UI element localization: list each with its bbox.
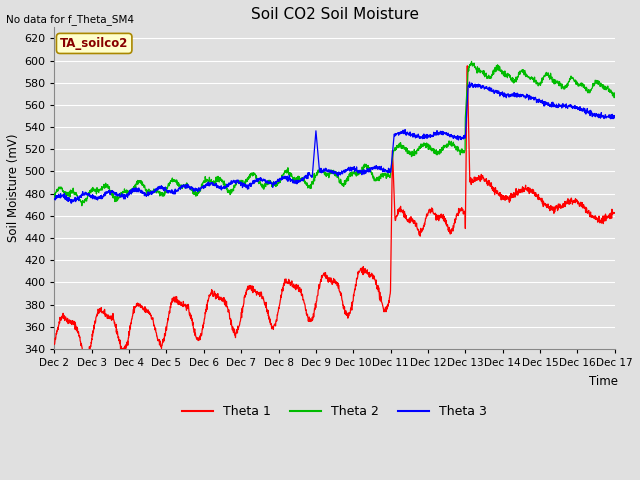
Theta 3 [308,174,316,180]
Line: Theta 1: Theta 1 [54,66,615,359]
Theta 3 [79,191,87,197]
Theta 2 [78,203,86,209]
Theta 1 [51,341,58,347]
Theta 1 [463,63,471,69]
Theta 1 [81,356,89,362]
Legend: Theta 1, Theta 2, Theta 3: Theta 1, Theta 2, Theta 3 [177,400,492,423]
Y-axis label: Soil Moisture (mV): Soil Moisture (mV) [7,134,20,242]
Theta 2 [79,198,87,204]
Theta 1 [611,210,619,216]
Theta 3 [51,196,58,202]
Theta 2 [611,90,619,96]
Theta 2 [323,172,331,178]
Theta 3 [595,114,603,120]
Theta 1 [308,314,316,320]
X-axis label: Time: Time [589,374,618,387]
Theta 2 [51,193,58,199]
Theta 2 [595,79,603,85]
Line: Theta 3: Theta 3 [54,82,615,203]
Text: No data for f_Theta_SM4: No data for f_Theta_SM4 [6,14,134,25]
Theta 2 [468,59,476,64]
Theta 2 [308,180,316,186]
Theta 1 [323,275,331,281]
Title: Soil CO2 Soil Moisture: Soil CO2 Soil Moisture [251,7,419,22]
Theta 3 [67,200,75,206]
Theta 3 [611,113,619,119]
Text: TA_soilco2: TA_soilco2 [60,37,129,50]
Theta 3 [323,168,331,174]
Theta 1 [79,348,87,354]
Theta 3 [595,111,603,117]
Theta 3 [492,89,500,95]
Theta 2 [492,66,500,72]
Theta 2 [595,78,603,84]
Theta 1 [595,213,603,219]
Theta 1 [595,214,603,220]
Line: Theta 2: Theta 2 [54,61,615,206]
Theta 1 [492,190,500,195]
Theta 3 [466,79,474,85]
